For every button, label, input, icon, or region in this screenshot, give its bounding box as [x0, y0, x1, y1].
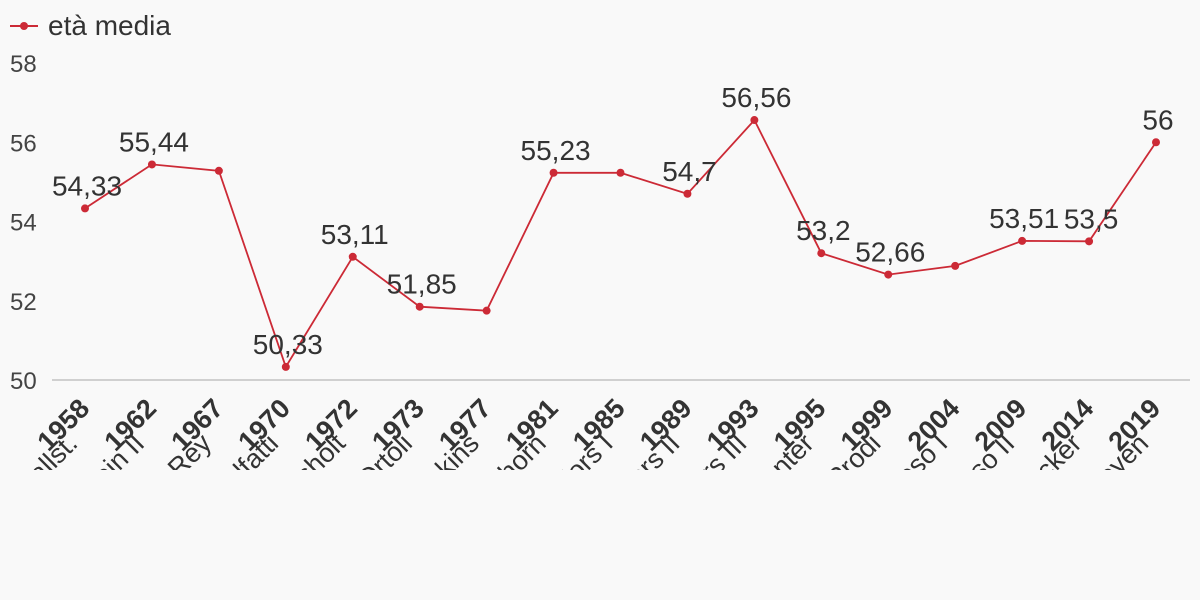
data-point-1970[interactable]: [281, 362, 290, 371]
data-label-1973: 51,85: [387, 269, 457, 300]
data-point-1967[interactable]: [214, 166, 223, 175]
data-labels: 54,33 55,44 50,33 53,11 51,85 55,23 54,7 56,56 5…: [52, 82, 1174, 360]
data-label-1972: 53,11: [321, 219, 389, 250]
data-label-1970: 50,33: [253, 329, 323, 360]
data-label-2009: 53,51: [989, 203, 1059, 234]
data-points: [81, 116, 1160, 371]
data-point-2019[interactable]: [1152, 138, 1160, 147]
data-point-1999[interactable]: [884, 270, 893, 279]
data-point-2014[interactable]: [1085, 237, 1094, 246]
y-tick-label: 58: [10, 51, 37, 78]
data-label-1993: 56,56: [721, 82, 791, 113]
data-label-1962: 55,44: [119, 126, 189, 157]
data-label-1995: 53,2: [796, 215, 851, 246]
legend-line-marker-icon: [10, 22, 38, 30]
legend[interactable]: età media: [8, 8, 171, 44]
data-point-1995[interactable]: [817, 249, 826, 258]
data-point-1981[interactable]: [549, 168, 558, 177]
data-label-1999: 52,66: [855, 237, 925, 268]
data-label-1981: 55,23: [521, 135, 591, 166]
data-label-1958: 54,33: [52, 170, 122, 201]
series-line: [84, 118, 1157, 370]
data-point-1985[interactable]: [616, 168, 625, 177]
y-axis: 50 52 54 56 58: [10, 51, 37, 395]
y-tick-label: 54: [10, 210, 37, 237]
data-point-2009[interactable]: [1018, 236, 1027, 245]
legend-label: età media: [48, 10, 171, 41]
data-point-1989[interactable]: [683, 189, 692, 198]
data-point-2004[interactable]: [951, 261, 960, 270]
y-tick-label: 52: [10, 289, 37, 316]
data-point-1977[interactable]: [482, 306, 491, 315]
data-label-2014: 53,5: [1064, 203, 1119, 234]
data-point-1962[interactable]: [147, 160, 156, 169]
data-point-1958[interactable]: [81, 204, 89, 213]
y-tick-label: 50: [10, 368, 37, 395]
data-label-2019: 56: [1142, 104, 1173, 135]
y-tick-label: 56: [10, 130, 37, 157]
data-label-1989: 54,7: [662, 156, 717, 187]
data-point-1973[interactable]: [415, 302, 424, 311]
data-point-1972[interactable]: [348, 252, 357, 261]
data-point-1993[interactable]: [750, 116, 759, 125]
